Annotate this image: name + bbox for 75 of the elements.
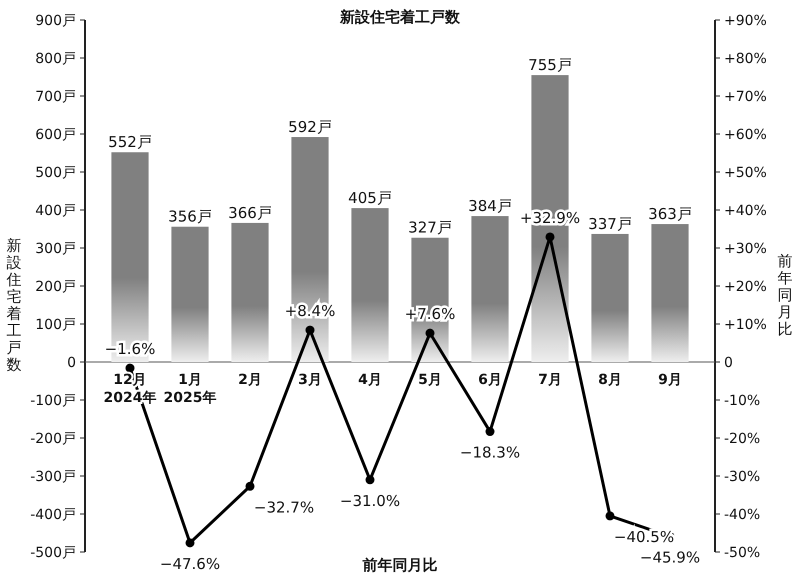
data-label: 755戸 [528, 56, 572, 74]
data-label: 592戸 [288, 118, 332, 136]
x-tick-label: 9月 [658, 372, 682, 388]
y2-tick-label: 0 [724, 355, 733, 371]
y2-tick-label: +40% [724, 203, 767, 219]
y2-tick-label: +70% [724, 89, 767, 105]
bar [171, 226, 209, 362]
x-tick-label: 5月 [418, 372, 442, 388]
y2-tick-label: +80% [724, 51, 767, 67]
y2-tick-label: +50% [724, 165, 767, 181]
data-label: −1.6% [104, 340, 156, 358]
x-tick-label: 2月 [238, 372, 262, 388]
data-label: +8.4% [284, 302, 336, 320]
data-label: −32.7% [254, 498, 314, 516]
point [426, 328, 434, 338]
y-tick-label: 400戸 [35, 203, 76, 219]
y-tick-label: 0 [67, 355, 76, 371]
bar [351, 208, 389, 362]
data-label: −45.9% [640, 548, 700, 566]
x-tick-label: 4月 [358, 372, 382, 388]
bar [231, 222, 269, 362]
y2-axis-title: 前年同月比 [778, 252, 792, 338]
y2-tick-label: +10% [724, 317, 767, 333]
data-label: 327戸 [408, 218, 452, 237]
y2-tick-label: -10% [724, 393, 760, 409]
x-axis-title: 前年同月比 [362, 556, 438, 574]
point [246, 482, 254, 491]
point [306, 326, 314, 335]
y-tick-label: 600戸 [35, 127, 76, 143]
y2-tick-label: +90% [724, 13, 767, 29]
y-tick-label: -100戸 [30, 393, 76, 409]
data-label: 356戸 [168, 208, 212, 226]
point [546, 232, 554, 242]
y2-tick-label: -20% [724, 431, 760, 447]
data-label: −31.0% [340, 492, 400, 510]
y-tick-label: -500戸 [30, 545, 76, 561]
y-tick-label: 200戸 [35, 279, 76, 295]
x-tick-label: 1月 2025年 [164, 372, 216, 406]
bar [651, 224, 689, 362]
y-tick-label: 900戸 [35, 13, 76, 29]
x-tick-label: 6月 [478, 372, 502, 388]
y-tick-label: 700戸 [35, 89, 76, 105]
data-label: 363戸 [648, 205, 692, 224]
y-tick-label: -300戸 [30, 469, 76, 485]
y-tick-label: -200戸 [30, 431, 76, 447]
data-label: 366戸 [228, 204, 272, 222]
y2-tick-label: -50% [724, 545, 760, 561]
y-axis-title: 新設住宅着工戸数 [6, 236, 22, 374]
x-tick-label: 7月 [538, 372, 562, 388]
y2-tick-label: +20% [724, 279, 767, 295]
y-tick-label: 500戸 [35, 165, 76, 181]
point [186, 538, 194, 548]
point [126, 364, 134, 373]
data-label: −18.3% [460, 444, 520, 462]
data-label: 405戸 [348, 189, 392, 208]
y2-tick-label: -40% [724, 507, 760, 523]
point [486, 427, 494, 436]
bar [591, 234, 629, 362]
x-tick-label: 3月 [298, 372, 322, 388]
point [366, 475, 374, 484]
y2-tick-label: +60% [724, 127, 767, 143]
y2-tick-label: +30% [724, 241, 767, 257]
y-tick-label: 100戸 [35, 317, 76, 333]
data-label: 384戸 [468, 197, 512, 216]
y-tick-label: 300戸 [35, 241, 76, 257]
point [606, 511, 614, 520]
data-label: −47.6% [160, 554, 220, 573]
y-tick-label: -400戸 [30, 507, 76, 523]
bar [471, 216, 509, 362]
chart-title: 新設住宅着工戸数 [339, 8, 461, 26]
x-tick-label: 8月 [598, 372, 622, 388]
y-tick-label: 800戸 [35, 51, 76, 67]
y2-tick-label: -30% [724, 469, 760, 485]
data-label: 552戸 [108, 133, 152, 152]
data-label: 337戸 [588, 214, 632, 233]
